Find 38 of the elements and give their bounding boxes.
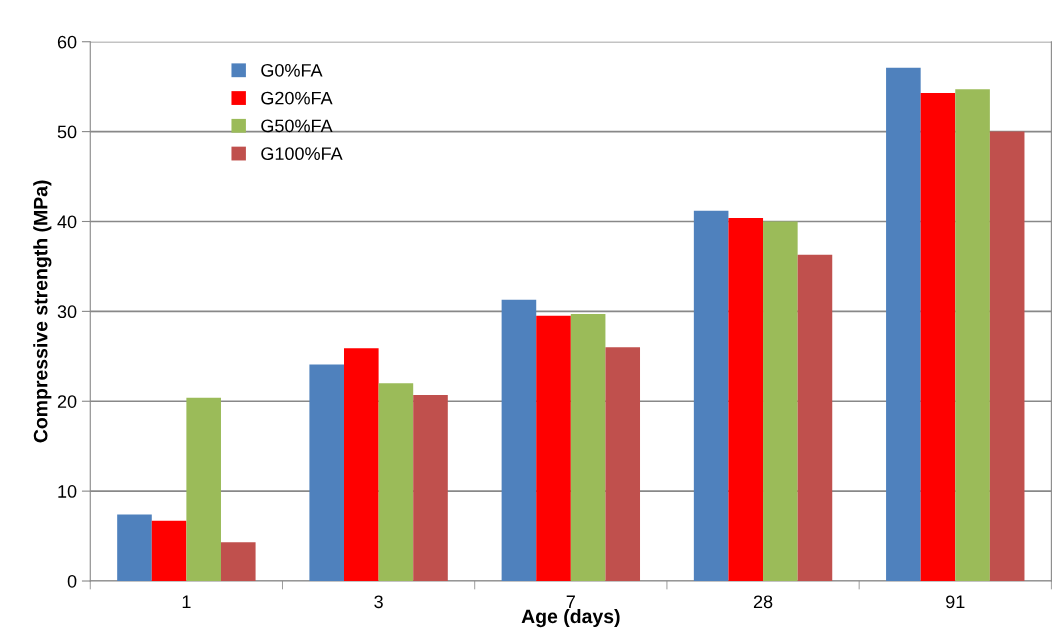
- bar: [220, 542, 256, 582]
- y-tick-label: 30: [57, 305, 77, 319]
- y-tick-label: 20: [57, 395, 77, 408]
- legend-label: G50%FA: [261, 119, 333, 133]
- bar: [886, 67, 921, 582]
- bar: [378, 383, 414, 582]
- bar: [955, 89, 990, 582]
- bar: [728, 217, 764, 582]
- y-tick-label: 0: [67, 574, 77, 588]
- bar: [186, 397, 221, 582]
- legend-label: G20%FA: [261, 91, 333, 105]
- y-tick-label: 40: [57, 215, 77, 229]
- legend-label: G100%FA: [261, 147, 343, 161]
- bar: [344, 348, 379, 582]
- x-axis-title: Age (days): [521, 608, 620, 628]
- y-tick-label: 60: [57, 35, 77, 49]
- bar: [797, 254, 833, 582]
- legend-label: G0%FA: [261, 63, 323, 77]
- bar: [151, 520, 187, 582]
- bar: [989, 131, 1025, 582]
- bar: [763, 221, 798, 582]
- y-tick-label: 10: [58, 485, 77, 498]
- x-tick-label: 1: [182, 595, 191, 608]
- bar: [605, 347, 641, 582]
- x-tick-label: 28: [753, 595, 773, 609]
- bar: [413, 394, 448, 582]
- x-tick-label: 7: [566, 595, 575, 608]
- y-tick-label: 50: [57, 125, 77, 139]
- bar: [570, 314, 606, 582]
- bar: [117, 514, 152, 582]
- bar: [920, 92, 956, 582]
- bar: [501, 299, 537, 582]
- x-tick-label: 3: [374, 595, 383, 609]
- bar: [693, 210, 729, 582]
- x-tick-label: 91: [946, 595, 965, 609]
- y-axis-title: Compressive strength (MPa): [33, 180, 52, 443]
- bar: [536, 315, 571, 582]
- bar: [309, 364, 344, 582]
